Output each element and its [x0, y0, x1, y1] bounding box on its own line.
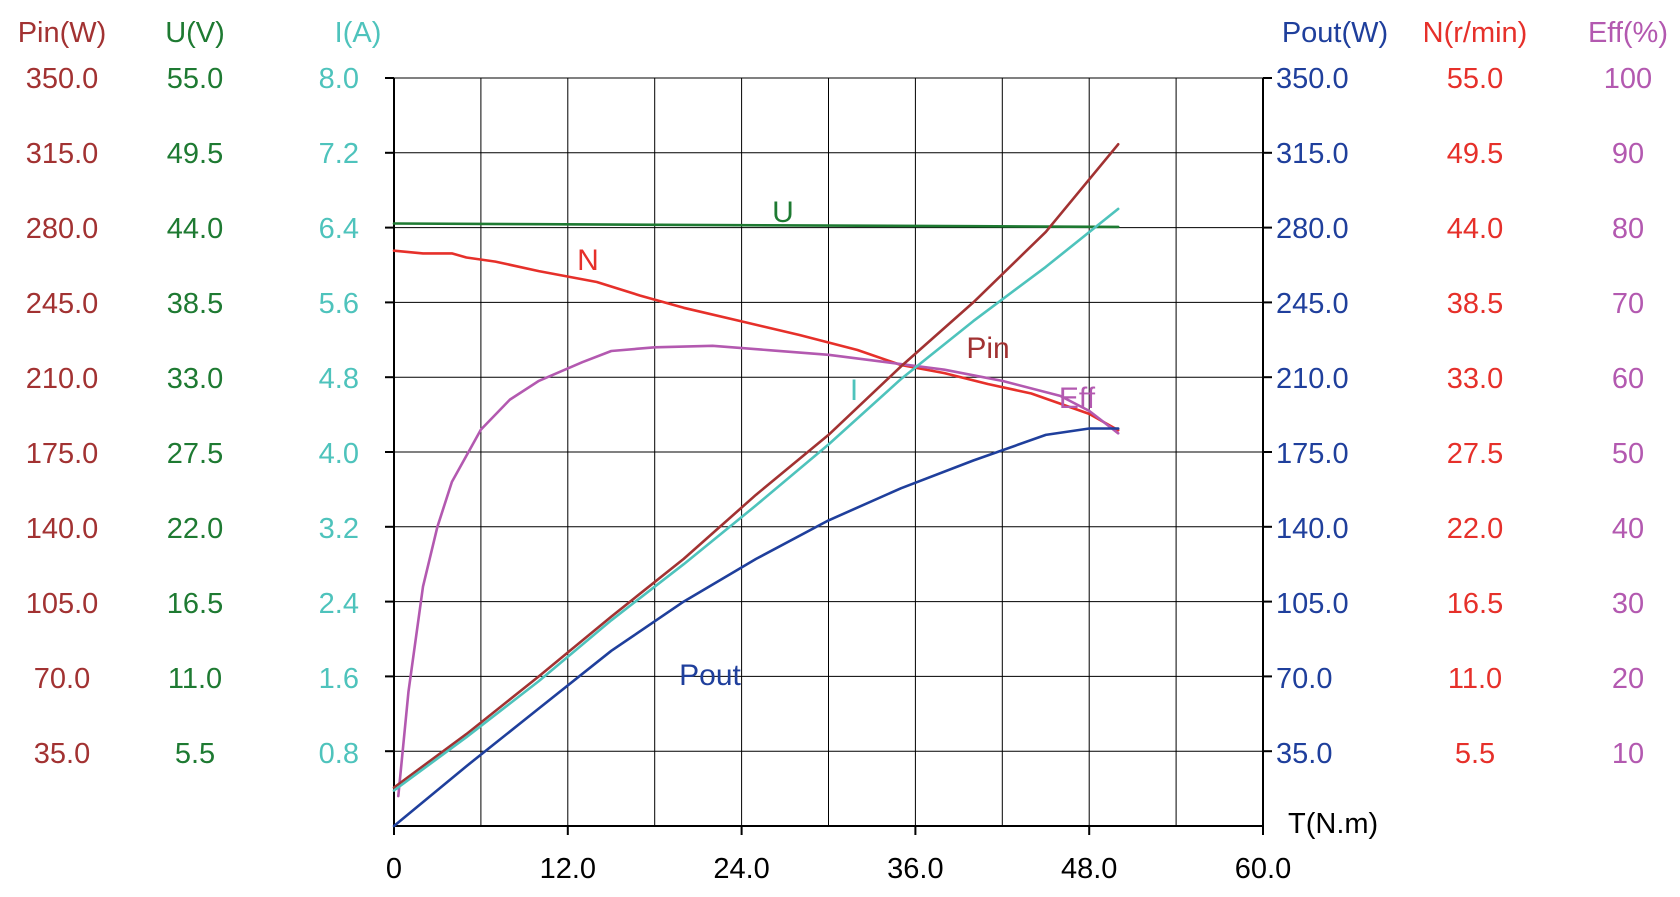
- tick-labels: Pin(W) 350.0 315.0 280.0 245.0 210.0 175.0 140.…: [18, 17, 1668, 885]
- y-tick-label-u: 38.5: [167, 288, 223, 320]
- series-line-u: [392, 222, 1120, 229]
- y-tick-label-n: 33.0: [1447, 363, 1503, 395]
- y-tick-label-pin: 350.0: [26, 63, 99, 95]
- series-line-n: [392, 249, 1120, 432]
- y-tick-label-eff: 20: [1612, 663, 1644, 695]
- y-tick-label-n: 49.5: [1447, 138, 1503, 170]
- y-tick-label-n: 5.5: [1455, 738, 1495, 770]
- y-tick-label-eff: 10: [1612, 738, 1644, 770]
- y-axis-title-pout: Pout(W): [1282, 17, 1388, 49]
- series-line-i: [392, 207, 1120, 792]
- y-tick-label-n: 16.5: [1447, 588, 1503, 620]
- x-tick-label: 12.0: [540, 853, 596, 885]
- y-tick-label-u: 55.0: [167, 63, 223, 95]
- y-tick-label-n: 22.0: [1447, 513, 1503, 545]
- y-tick-label-n: 44.0: [1447, 213, 1503, 245]
- y-tick-label-pout: 35.0: [1276, 738, 1332, 770]
- curve-label-pin: Pin: [966, 332, 1009, 365]
- y-tick-label-u: 22.0: [167, 513, 223, 545]
- curve-label-eff: Eff: [1059, 382, 1096, 415]
- y-tick-label-pin: 70.0: [34, 663, 90, 695]
- y-tick-label-eff: 30: [1612, 588, 1644, 620]
- curve-label-i: I: [850, 374, 858, 407]
- y-tick-label-i: 4.8: [319, 363, 359, 395]
- y-tick-label-pout: 350.0: [1276, 63, 1349, 95]
- x-tick-label: 36.0: [887, 853, 943, 885]
- y-tick-label-pout: 105.0: [1276, 588, 1349, 620]
- x-tick-label: 24.0: [713, 853, 769, 885]
- y-tick-label-u: 44.0: [167, 213, 223, 245]
- y-tick-label-eff: 90: [1612, 138, 1644, 170]
- y-tick-label-i: 6.4: [319, 213, 359, 245]
- y-axis-title-i: I(A): [335, 17, 382, 49]
- y-tick-label-i: 8.0: [319, 63, 359, 95]
- y-tick-label-u: 5.5: [175, 738, 215, 770]
- y-tick-label-pout: 175.0: [1276, 438, 1349, 470]
- y-tick-label-eff: 80: [1612, 213, 1644, 245]
- y-tick-label-pout: 210.0: [1276, 363, 1349, 395]
- y-tick-label-pout: 70.0: [1276, 663, 1332, 695]
- y-tick-label-i: 1.6: [319, 663, 359, 695]
- y-tick-label-eff: 40: [1612, 513, 1644, 545]
- y-tick-label-u: 33.0: [167, 363, 223, 395]
- y-tick-label-eff: 70: [1612, 288, 1644, 320]
- series-line-pin: [392, 143, 1120, 789]
- y-tick-label-n: 11.0: [1448, 663, 1502, 695]
- y-axis-title-eff: Eff(%): [1588, 17, 1668, 49]
- series-line-eff: [397, 344, 1120, 798]
- y-tick-label-pin: 140.0: [26, 513, 99, 545]
- series-line-pout: [392, 427, 1120, 828]
- y-tick-label-pin: 35.0: [34, 738, 90, 770]
- curve-labels: U N Pin Eff I Pout: [577, 196, 1096, 692]
- y-tick-label-n: 55.0: [1447, 63, 1503, 95]
- y-tick-label-eff: 100: [1604, 63, 1652, 95]
- y-tick-label-u: 49.5: [167, 138, 223, 170]
- y-tick-label-pin: 175.0: [26, 438, 99, 470]
- y-tick-label-i: 3.2: [319, 513, 359, 545]
- curve-label-n: N: [577, 244, 599, 277]
- y-tick-label-pin: 245.0: [26, 288, 99, 320]
- grid: [393, 77, 1264, 826]
- x-axis-title: T(N.m): [1288, 808, 1378, 840]
- y-tick-label-i: 2.4: [319, 588, 359, 620]
- y-tick-label-pout: 280.0: [1276, 213, 1349, 245]
- y-tick-label-pout: 245.0: [1276, 288, 1349, 320]
- y-tick-label-pin: 210.0: [26, 363, 99, 395]
- y-tick-label-n: 38.5: [1447, 288, 1503, 320]
- y-tick-label-pin: 105.0: [26, 588, 99, 620]
- y-tick-label-u: 27.5: [167, 438, 223, 470]
- axes: [385, 77, 1272, 835]
- y-tick-label-u: 16.5: [167, 588, 223, 620]
- x-tick-label: 48.0: [1061, 853, 1117, 885]
- y-tick-label-pout: 315.0: [1276, 138, 1349, 170]
- y-tick-label-n: 27.5: [1447, 438, 1503, 470]
- y-tick-label-pout: 140.0: [1276, 513, 1349, 545]
- series-lines: [392, 143, 1120, 828]
- y-tick-label-pin: 280.0: [26, 213, 99, 245]
- y-tick-label-u: 11.0: [168, 663, 222, 695]
- curve-label-pout: Pout: [679, 659, 741, 692]
- y-axis-title-u: U(V): [165, 17, 225, 49]
- y-tick-label-i: 7.2: [319, 138, 359, 170]
- y-tick-label-pin: 315.0: [26, 138, 99, 170]
- y-axis-title-n: N(r/min): [1423, 17, 1528, 49]
- y-tick-label-i: 0.8: [319, 738, 359, 770]
- x-tick-label: 0: [386, 853, 402, 885]
- y-tick-label-i: 5.6: [319, 288, 359, 320]
- curve-label-u: U: [772, 196, 794, 229]
- x-tick-label: 60.0: [1235, 853, 1291, 885]
- y-tick-label-i: 4.0: [319, 438, 359, 470]
- y-tick-label-eff: 50: [1612, 438, 1644, 470]
- y-axis-title-pin: Pin(W): [18, 17, 107, 49]
- y-tick-label-eff: 60: [1612, 363, 1644, 395]
